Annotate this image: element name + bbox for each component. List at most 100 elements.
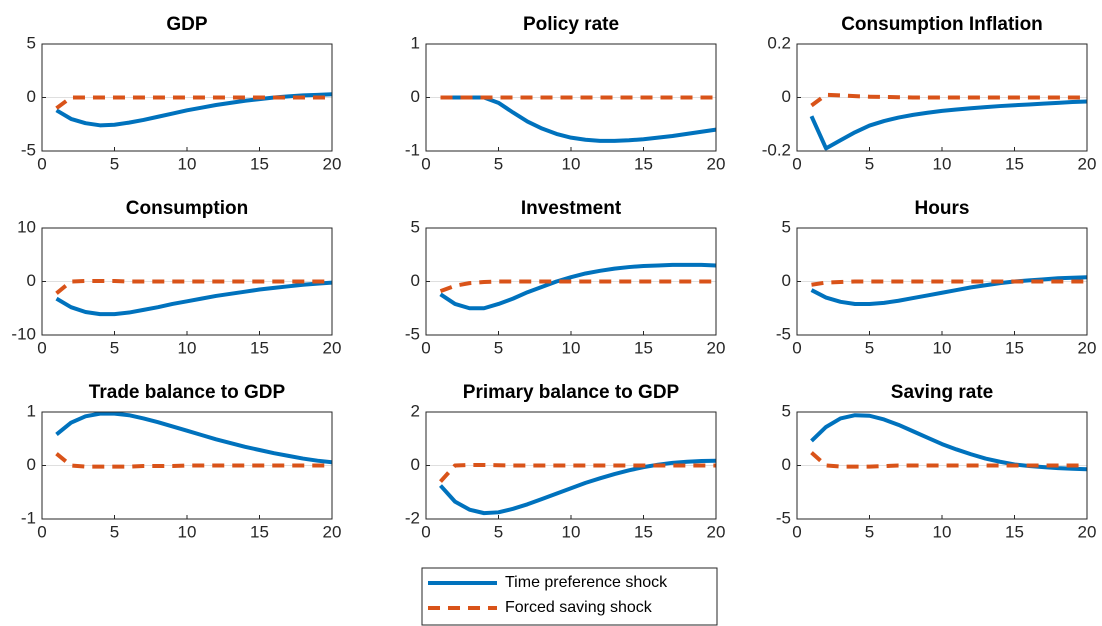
x-tick-label: 0 (421, 522, 430, 541)
x-tick-label: 0 (421, 338, 430, 357)
y-tick-label: -10 (11, 324, 36, 343)
x-tick-label: 20 (323, 338, 342, 357)
x-tick-label: 15 (1005, 338, 1024, 357)
x-tick-label: 10 (562, 522, 581, 541)
y-tick-label: 1 (27, 401, 36, 420)
y-tick-label: 0 (27, 87, 36, 106)
x-tick-label: 10 (933, 522, 952, 541)
y-tick-label: 10 (17, 217, 36, 236)
legend-box (421, 567, 718, 626)
legend-label: Time preference shock (505, 574, 668, 591)
x-tick-label: 0 (792, 522, 801, 541)
x-tick-label: 5 (494, 154, 503, 173)
x-tick-label: 5 (494, 522, 503, 541)
x-tick-label: 0 (792, 154, 801, 173)
chart-title: Investment (521, 198, 622, 219)
series-line (811, 279, 1087, 287)
x-tick-label: 15 (634, 338, 653, 357)
x-tick-label: 15 (634, 522, 653, 541)
y-tick-label: 0 (27, 271, 36, 290)
y-tick-label: -1 (21, 508, 36, 527)
y-tick-label: 0 (411, 87, 420, 106)
axes-box (425, 411, 717, 520)
axes-box (796, 411, 1088, 520)
x-tick-label: 20 (1078, 154, 1097, 173)
y-tick-label: -5 (21, 140, 36, 159)
x-tick-label: 15 (250, 522, 269, 541)
x-tick-label: 5 (494, 338, 503, 357)
series-line (810, 413, 1088, 472)
series-line (55, 280, 333, 317)
x-tick-label: 15 (250, 338, 269, 357)
axes-box (41, 43, 333, 152)
x-tick-label: 20 (323, 522, 342, 541)
x-tick-label: 10 (933, 338, 952, 357)
y-tick-label: -5 (776, 324, 791, 343)
x-tick-label: 10 (562, 338, 581, 357)
x-tick-label: 15 (1005, 154, 1024, 173)
x-tick-label: 0 (37, 522, 46, 541)
series-line (55, 452, 332, 469)
x-tick-label: 20 (323, 154, 342, 173)
x-tick-label: 10 (933, 154, 952, 173)
series-line (810, 451, 1087, 469)
y-tick-label: 2 (411, 401, 420, 420)
axes-box (796, 43, 1088, 152)
x-tick-label: 5 (865, 338, 874, 357)
x-tick-label: 20 (1078, 522, 1097, 541)
x-tick-label: 20 (707, 338, 726, 357)
x-tick-label: 10 (562, 154, 581, 173)
axes-box (796, 227, 1088, 336)
x-tick-label: 0 (421, 154, 430, 173)
x-tick-label: 5 (865, 154, 874, 173)
series-line (55, 95, 332, 110)
x-tick-label: 15 (634, 154, 653, 173)
y-tick-label: -0.2 (762, 140, 791, 159)
y-tick-label: 5 (782, 401, 791, 420)
chart-title: Consumption Inflation (841, 14, 1043, 35)
x-tick-label: 0 (37, 338, 46, 357)
x-tick-label: 5 (865, 522, 874, 541)
series-line (55, 92, 333, 128)
x-tick-label: 10 (178, 338, 197, 357)
series-line (439, 462, 716, 483)
axes-box (41, 411, 333, 520)
series-line (55, 411, 333, 465)
y-tick-label: 5 (782, 217, 791, 236)
y-tick-label: 5 (411, 217, 420, 236)
y-tick-label: 0 (27, 455, 36, 474)
y-tick-label: -5 (405, 324, 420, 343)
series-line (810, 92, 1087, 108)
chart-title: Consumption (126, 198, 248, 219)
x-tick-label: 15 (250, 154, 269, 173)
x-tick-label: 5 (110, 522, 119, 541)
y-tick-label: 5 (27, 33, 36, 52)
y-tick-label: 1 (411, 33, 420, 52)
x-tick-label: 10 (178, 154, 197, 173)
chart-title: Saving rate (891, 382, 993, 403)
x-tick-label: 15 (1005, 522, 1024, 541)
x-tick-label: 10 (178, 522, 197, 541)
series-line (439, 279, 716, 294)
y-tick-label: -5 (776, 508, 791, 527)
x-tick-label: 5 (110, 338, 119, 357)
y-tick-label: 0 (411, 271, 420, 290)
x-tick-label: 20 (707, 522, 726, 541)
y-tick-label: 0 (782, 455, 791, 474)
series-line (55, 278, 332, 295)
y-tick-label: 0 (782, 271, 791, 290)
axes-box (425, 227, 717, 336)
chart-title: Policy rate (523, 14, 619, 35)
y-tick-label: -1 (405, 140, 420, 159)
x-tick-label: 5 (110, 154, 119, 173)
series-line (439, 262, 717, 311)
chart-title: Hours (915, 198, 970, 219)
x-tick-label: 0 (792, 338, 801, 357)
series-line (809, 99, 1088, 151)
x-tick-label: 20 (1078, 338, 1097, 357)
y-tick-label: 0 (411, 455, 420, 474)
x-tick-label: 0 (37, 154, 46, 173)
y-tick-label: 0.2 (767, 33, 791, 52)
